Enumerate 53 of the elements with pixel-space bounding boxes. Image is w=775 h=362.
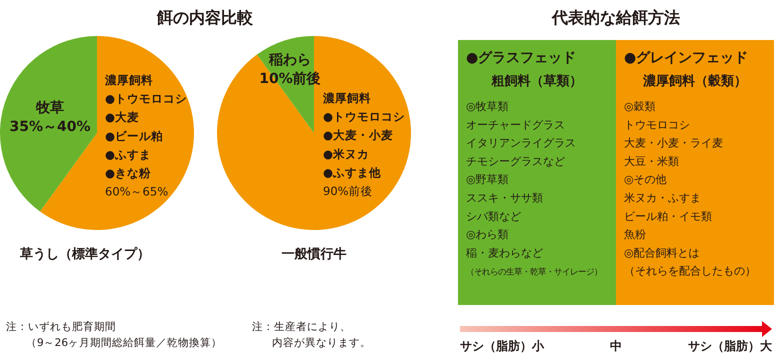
slice-label: 稲わら — [268, 52, 311, 68]
text: （それらを配合したもの） — [624, 264, 756, 278]
text: ●米ヌカ — [323, 146, 370, 161]
category-label: ●グラスフェッド — [466, 50, 576, 66]
slice-label: 濃厚飼料 — [322, 91, 371, 105]
text: イタリアンライグラス — [466, 136, 576, 150]
text: ◎その他 — [624, 173, 667, 186]
text: ◎牧草類 — [466, 100, 509, 113]
data-label: 35%～40% — [9, 119, 91, 135]
text: 代表的な給餌方法 — [551, 8, 680, 27]
text: ◎配合飼料とは — [624, 246, 700, 260]
text: トウモロコシ — [624, 118, 690, 132]
slice-label: 濃厚飼料 — [104, 73, 153, 87]
text: シバ類など — [466, 210, 521, 223]
slice-label: 牧草 — [35, 100, 64, 116]
text: ススキ・ササ類 — [466, 192, 543, 204]
text: 濃厚飼料（穀類） — [643, 74, 747, 89]
text: ●大麦 — [105, 110, 140, 124]
text: ◎わら類 — [466, 228, 509, 242]
pie-slice — [0, 36, 97, 212]
chart-title: 餌の内容比較 — [156, 8, 254, 27]
text: 大豆・米類 — [624, 154, 679, 168]
text: （それらの生草・乾草・サイレージ） — [466, 266, 602, 277]
text: ●トウモロコシ — [105, 92, 188, 106]
text: 稲・麦わらなど — [466, 246, 543, 260]
text: チモシーグラスなど — [466, 154, 565, 168]
pie-slice — [217, 36, 411, 230]
text: ●ふすま他 — [323, 165, 382, 180]
text: 魚粉 — [624, 228, 646, 242]
data-label: 60%～65% — [105, 184, 168, 199]
text: 中 — [610, 339, 622, 353]
text: 大麦・小麦・ライ麦 — [624, 136, 723, 150]
text: 注：生産者により、 — [252, 320, 351, 333]
text: ●ふすま — [105, 147, 152, 162]
text: ●大麦・小麦 — [323, 128, 394, 142]
text: 注：いずれも肥育期間 — [6, 320, 116, 333]
text: ●ビール粕 — [105, 128, 164, 143]
text: 米ヌカ・ふすま — [624, 192, 701, 204]
text: ●きな粉 — [105, 166, 152, 180]
data-label: 90%前後 — [323, 184, 373, 198]
text: ●トウモロコシ — [323, 110, 406, 124]
text: サシ（脂肪）小 — [460, 339, 545, 353]
text: オーチャードグラス — [466, 118, 565, 132]
text: ◎穀類 — [624, 100, 656, 113]
text: ビール粕・イモ類 — [624, 210, 712, 223]
category-label: ●グレインフェッド — [624, 50, 748, 66]
text: 一般慣行牛 — [282, 247, 346, 262]
text: ◎野草類 — [466, 173, 509, 186]
text: サシ（脂肪）大 — [688, 339, 773, 353]
text: 草うし（標準タイプ） — [19, 246, 150, 262]
text: （9～26ヶ月期間総給餌量／乾物換算） — [26, 337, 222, 349]
text: 粗飼料（草類） — [492, 74, 582, 89]
text: 内容が異なります。 — [272, 336, 371, 349]
